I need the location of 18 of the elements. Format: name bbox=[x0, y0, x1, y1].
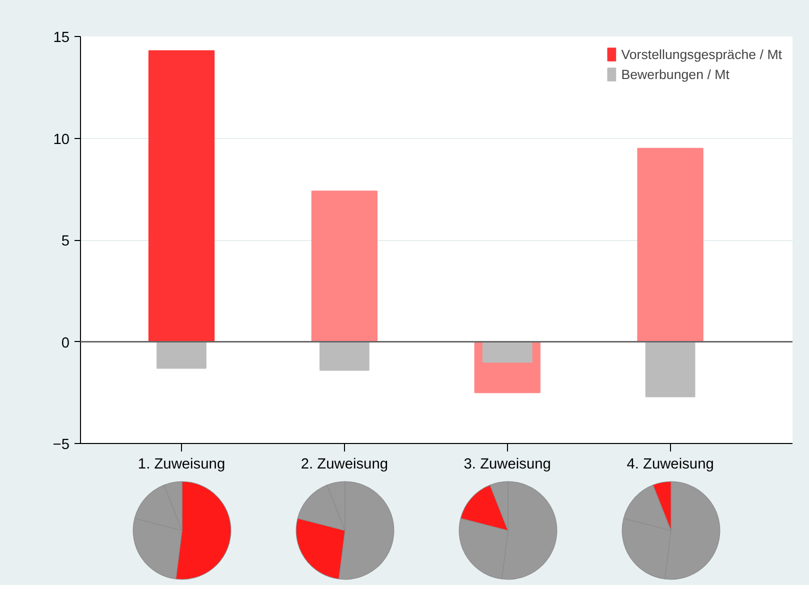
x-tick-label: 2. Zuweisung bbox=[300, 456, 388, 472]
bar bbox=[148, 50, 215, 342]
legend-label: Vorstellungsgespräche / Mt bbox=[621, 46, 782, 62]
bar bbox=[637, 148, 704, 342]
y-tick-label: 5 bbox=[61, 234, 70, 250]
bar bbox=[645, 341, 696, 398]
x-tick-label: 1. Zuweisung bbox=[138, 456, 226, 472]
legend-label: Bewerbungen / Mt bbox=[621, 66, 730, 82]
y-tick-label: −5 bbox=[52, 437, 70, 453]
bar bbox=[482, 341, 532, 363]
y-tick-label: 0 bbox=[61, 335, 70, 352]
y-tick-label: 10 bbox=[53, 132, 70, 148]
y-tick-label: 15 bbox=[53, 30, 70, 46]
bar bbox=[311, 190, 378, 342]
bar bbox=[156, 341, 206, 369]
bar bbox=[320, 341, 370, 371]
x-tick-label: 4. Zuweisung bbox=[626, 456, 714, 472]
x-tick-label: 3. Zuweisung bbox=[464, 456, 551, 472]
